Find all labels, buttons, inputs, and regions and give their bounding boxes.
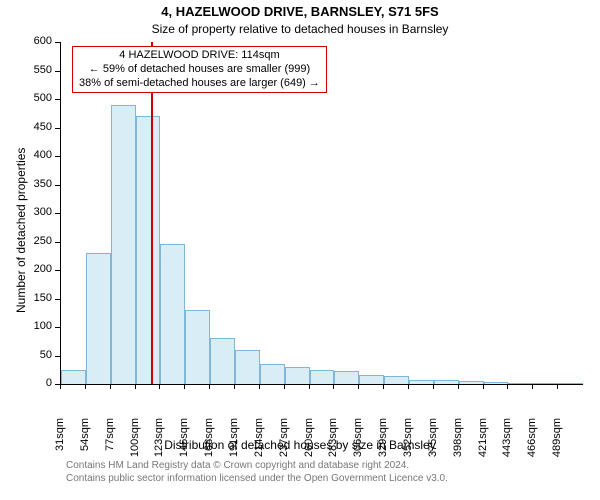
y-tick-label: 500: [22, 92, 52, 104]
y-tick-label: 150: [22, 292, 52, 304]
y-tick: [55, 299, 60, 300]
y-tick: [55, 71, 60, 72]
x-tick: [532, 384, 533, 389]
y-tick-label: 450: [22, 121, 52, 133]
x-tick: [259, 384, 260, 389]
histogram-bar: [185, 310, 210, 384]
info-line-2: ← 59% of detached houses are smaller (99…: [79, 63, 320, 77]
histogram-bar: [86, 253, 111, 384]
x-tick: [234, 384, 235, 389]
y-tick-label: 400: [22, 149, 52, 161]
histogram-bar: [434, 380, 459, 384]
x-tick: [507, 384, 508, 389]
histogram-bar: [508, 383, 533, 384]
info-line-3: 38% of semi-detached houses are larger (…: [79, 77, 320, 91]
x-tick-label: 31sqm: [54, 418, 66, 468]
x-tick-label: 237sqm: [278, 418, 290, 468]
x-tick-label: 466sqm: [526, 418, 538, 468]
x-tick: [483, 384, 484, 389]
x-tick-label: 123sqm: [153, 418, 165, 468]
histogram-bar: [160, 244, 185, 384]
x-tick-label: 100sqm: [129, 418, 141, 468]
y-tick: [55, 213, 60, 214]
y-tick-label: 350: [22, 178, 52, 190]
y-tick: [55, 156, 60, 157]
x-tick: [159, 384, 160, 389]
y-tick: [55, 185, 60, 186]
y-tick-label: 0: [22, 377, 52, 389]
x-tick: [408, 384, 409, 389]
x-tick-label: 54sqm: [79, 418, 91, 468]
histogram-bar: [359, 375, 384, 384]
x-tick-label: 214sqm: [253, 418, 265, 468]
x-tick-label: 260sqm: [303, 418, 315, 468]
x-tick-label: 421sqm: [477, 418, 489, 468]
histogram-bar: [409, 380, 434, 384]
y-tick-label: 600: [22, 35, 52, 47]
y-tick-label: 50: [22, 349, 52, 361]
y-tick: [55, 99, 60, 100]
histogram-bar: [484, 382, 509, 384]
x-tick: [358, 384, 359, 389]
histogram-bar: [533, 383, 558, 384]
x-tick: [110, 384, 111, 389]
footer-line-2: Contains public sector information licen…: [66, 473, 448, 486]
x-tick: [383, 384, 384, 389]
x-tick-label: 398sqm: [452, 418, 464, 468]
y-tick: [55, 356, 60, 357]
chart-subtitle: Size of property relative to detached ho…: [0, 22, 600, 36]
x-tick: [333, 384, 334, 389]
histogram-bar: [260, 364, 285, 384]
property-marker-line: [151, 42, 153, 384]
histogram-bar: [558, 383, 583, 384]
y-tick-label: 550: [22, 64, 52, 76]
x-tick-label: 352sqm: [402, 418, 414, 468]
x-tick-label: 306sqm: [352, 418, 364, 468]
histogram-bar: [384, 376, 409, 384]
info-line-1: 4 HAZELWOOD DRIVE: 114sqm: [79, 49, 320, 63]
y-tick: [55, 242, 60, 243]
x-tick-label: 443sqm: [501, 418, 513, 468]
chart-title: 4, HAZELWOOD DRIVE, BARNSLEY, S71 5FS: [0, 4, 600, 19]
x-tick: [60, 384, 61, 389]
histogram-bar: [210, 338, 235, 384]
histogram-bar: [111, 105, 136, 384]
histogram-bar: [459, 381, 484, 384]
x-tick: [184, 384, 185, 389]
y-tick-label: 250: [22, 235, 52, 247]
y-tick: [55, 128, 60, 129]
y-tick-label: 300: [22, 206, 52, 218]
y-tick-label: 200: [22, 263, 52, 275]
y-tick: [55, 42, 60, 43]
x-tick: [309, 384, 310, 389]
y-tick-label: 100: [22, 320, 52, 332]
histogram-bar: [136, 116, 161, 384]
x-tick-label: 168sqm: [203, 418, 215, 468]
x-tick-label: 191sqm: [228, 418, 240, 468]
histogram-bar: [285, 367, 310, 384]
x-tick-label: 283sqm: [327, 418, 339, 468]
x-tick: [284, 384, 285, 389]
x-tick: [209, 384, 210, 389]
x-tick-label: 146sqm: [178, 418, 190, 468]
x-tick-label: 489sqm: [551, 418, 563, 468]
x-tick-label: 77sqm: [104, 418, 116, 468]
y-tick: [55, 327, 60, 328]
x-tick: [458, 384, 459, 389]
histogram-bar: [61, 370, 86, 384]
histogram-bar: [235, 350, 260, 384]
x-tick: [557, 384, 558, 389]
x-tick: [85, 384, 86, 389]
y-tick: [55, 270, 60, 271]
y-axis-label: Number of detached properties: [14, 148, 28, 313]
x-tick-label: 375sqm: [427, 418, 439, 468]
x-tick: [433, 384, 434, 389]
x-tick-label: 329sqm: [377, 418, 389, 468]
x-tick: [135, 384, 136, 389]
histogram-bar: [310, 370, 335, 384]
plot-area: [60, 42, 583, 385]
info-box: 4 HAZELWOOD DRIVE: 114sqm ← 59% of detac…: [72, 46, 327, 93]
histogram-bar: [334, 371, 359, 384]
